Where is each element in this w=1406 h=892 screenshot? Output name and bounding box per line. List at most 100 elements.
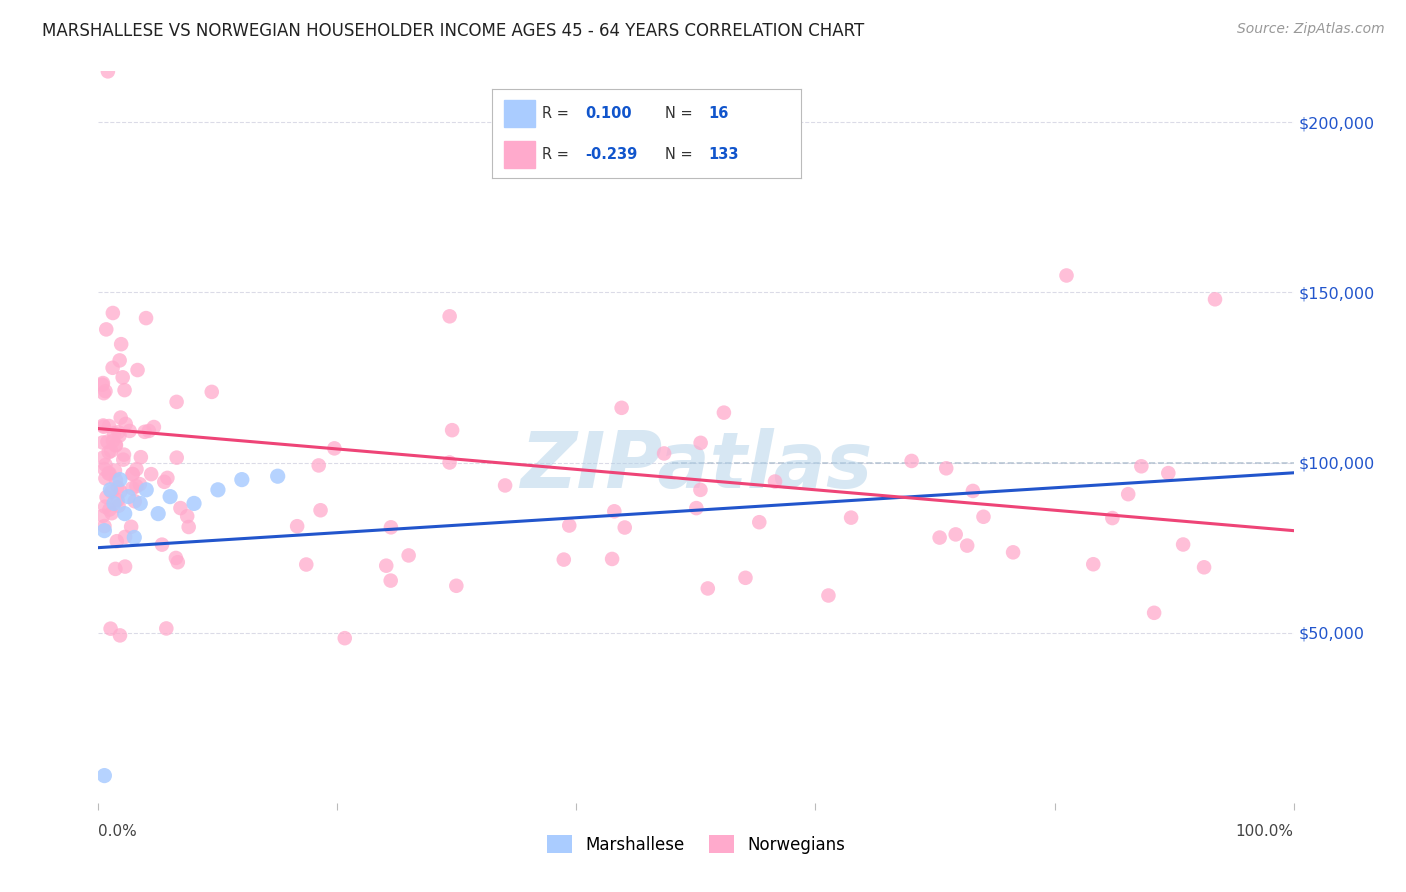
Point bbox=[183, 496, 205, 510]
Point bbox=[142, 420, 165, 434]
Point bbox=[839, 510, 862, 524]
Point bbox=[107, 425, 129, 439]
Point bbox=[135, 483, 157, 497]
Text: N =: N = bbox=[665, 106, 693, 120]
Point bbox=[1171, 537, 1194, 551]
Text: 0.0%: 0.0% bbox=[98, 823, 138, 838]
Point bbox=[91, 435, 114, 450]
Point bbox=[121, 481, 143, 495]
Point bbox=[309, 503, 332, 517]
Point bbox=[176, 509, 198, 524]
Point bbox=[114, 507, 136, 521]
Point bbox=[135, 311, 157, 326]
Point bbox=[114, 530, 136, 544]
Point bbox=[652, 446, 675, 460]
Point bbox=[748, 515, 770, 529]
Point bbox=[98, 419, 121, 434]
Point bbox=[97, 445, 120, 459]
Point bbox=[104, 562, 127, 576]
Point bbox=[603, 504, 626, 518]
Point bbox=[117, 490, 139, 504]
Point bbox=[972, 509, 994, 524]
Bar bbox=[505, 100, 536, 127]
Point bbox=[124, 531, 146, 545]
Point bbox=[935, 461, 957, 475]
Point bbox=[96, 490, 118, 504]
Point bbox=[945, 527, 967, 541]
Point bbox=[91, 508, 114, 523]
Point bbox=[124, 494, 146, 508]
Point bbox=[98, 483, 122, 497]
Point bbox=[166, 395, 188, 409]
Point bbox=[201, 384, 224, 399]
Point bbox=[1204, 293, 1226, 307]
Text: Source: ZipAtlas.com: Source: ZipAtlas.com bbox=[1237, 22, 1385, 37]
Text: 100.0%: 100.0% bbox=[1236, 823, 1294, 838]
Point bbox=[98, 467, 121, 481]
Text: N =: N = bbox=[665, 147, 693, 161]
Point bbox=[114, 383, 136, 397]
Point bbox=[600, 552, 623, 566]
Point bbox=[159, 490, 181, 504]
Point bbox=[439, 455, 461, 469]
Point bbox=[93, 524, 115, 538]
Point bbox=[231, 473, 253, 487]
Point bbox=[125, 479, 148, 493]
Point bbox=[380, 520, 402, 534]
Point bbox=[91, 418, 114, 433]
Point bbox=[439, 310, 461, 324]
Point bbox=[763, 475, 786, 489]
Point bbox=[104, 438, 127, 452]
Point bbox=[153, 475, 176, 489]
Point bbox=[91, 377, 114, 392]
Point bbox=[114, 417, 136, 431]
Point bbox=[685, 501, 707, 516]
Point bbox=[100, 484, 122, 499]
Point bbox=[689, 483, 711, 497]
Point bbox=[125, 462, 148, 476]
Point bbox=[104, 438, 127, 452]
Point bbox=[962, 483, 984, 498]
Point bbox=[110, 337, 132, 351]
Point bbox=[101, 434, 124, 448]
Point bbox=[94, 384, 117, 399]
Point bbox=[96, 322, 118, 336]
Point bbox=[613, 520, 636, 534]
Point bbox=[1130, 459, 1153, 474]
Point bbox=[94, 471, 117, 485]
Text: R =: R = bbox=[541, 147, 568, 161]
Point bbox=[107, 480, 129, 494]
Text: -0.239: -0.239 bbox=[585, 147, 637, 161]
Point bbox=[558, 518, 581, 533]
Point bbox=[94, 500, 117, 514]
Point bbox=[91, 376, 114, 390]
Point bbox=[1101, 511, 1123, 525]
Point bbox=[129, 496, 152, 510]
Point bbox=[108, 473, 131, 487]
Point bbox=[100, 622, 122, 636]
Point bbox=[155, 622, 177, 636]
Point bbox=[112, 452, 135, 467]
Point bbox=[107, 493, 129, 508]
Point bbox=[101, 360, 124, 375]
Point bbox=[104, 464, 127, 478]
Point bbox=[446, 579, 468, 593]
Point bbox=[928, 531, 950, 545]
Point bbox=[166, 450, 188, 465]
Point bbox=[101, 306, 124, 320]
Point bbox=[93, 450, 115, 465]
Point bbox=[956, 539, 979, 553]
Point bbox=[375, 558, 398, 573]
Point bbox=[166, 555, 188, 569]
Point bbox=[1192, 560, 1215, 574]
Point bbox=[610, 401, 633, 415]
Point bbox=[129, 450, 152, 465]
Point bbox=[169, 501, 191, 516]
Point bbox=[734, 571, 756, 585]
Point bbox=[150, 538, 173, 552]
Legend: Marshallese, Norwegians: Marshallese, Norwegians bbox=[540, 829, 852, 860]
Point bbox=[107, 499, 129, 513]
Point bbox=[121, 467, 143, 482]
Point bbox=[127, 363, 149, 377]
Point bbox=[138, 424, 160, 438]
